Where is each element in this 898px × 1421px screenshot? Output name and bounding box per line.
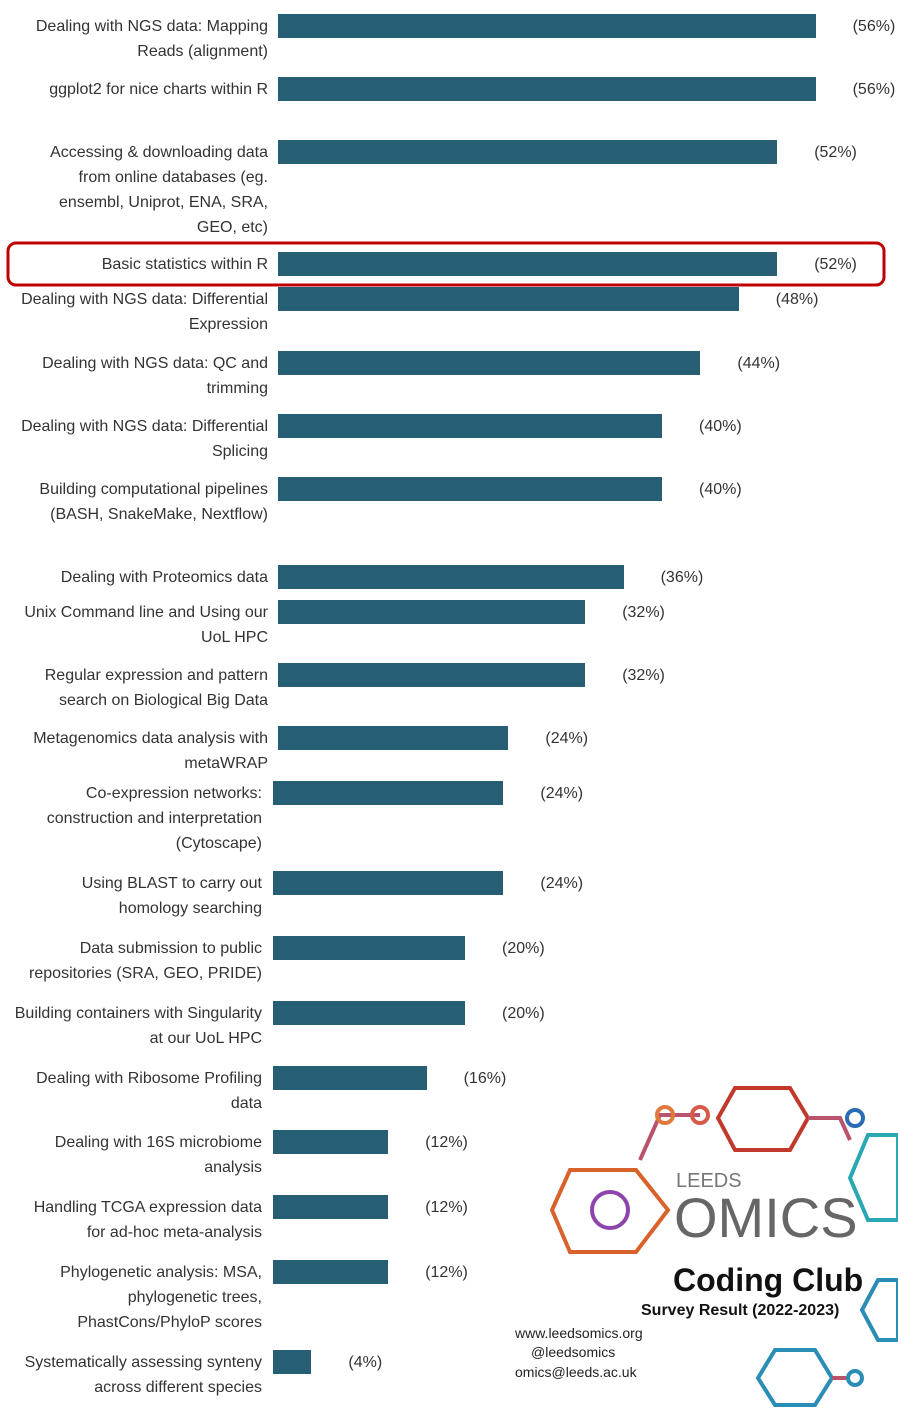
- value-label: (12%): [425, 1133, 468, 1151]
- bar: [273, 1350, 312, 1374]
- bar: [278, 140, 778, 164]
- bar: [273, 1066, 427, 1090]
- logo-omics: OMICS: [674, 1186, 858, 1249]
- category-label: Unix Command line and Using our UoL HPC: [24, 603, 268, 646]
- value-label: (36%): [660, 568, 704, 586]
- category-label: Co-expression networks: construction and…: [46, 784, 262, 852]
- category-label: ggplot2 for nice charts within R: [49, 80, 268, 98]
- category-label: Accessing & downloading data from online…: [50, 143, 268, 236]
- value-label: (32%): [622, 603, 665, 621]
- bar: [278, 726, 509, 750]
- bar: [273, 936, 465, 960]
- category-label: Dealing with NGS data: Differential Expr…: [21, 290, 268, 333]
- value-label: (48%): [775, 290, 819, 308]
- category-label: Using BLAST to carry out homology search…: [81, 874, 262, 917]
- bar: [278, 414, 662, 438]
- value-label: (32%): [622, 666, 665, 684]
- logo-leeds: LEEDS: [676, 1170, 742, 1192]
- value-label: (56%): [852, 80, 896, 98]
- highlight-box: [6, 241, 886, 287]
- value-label: (24%): [545, 729, 589, 747]
- category-label: Dealing with Proteomics data: [60, 568, 268, 586]
- value-label: (12%): [425, 1198, 468, 1216]
- value-label: (56%): [852, 17, 896, 35]
- category-label: Dealing with Ribosome Profiling data: [36, 1069, 262, 1112]
- twitter: @leedsomics: [531, 1344, 616, 1360]
- category-label: Data submission to public repositories (…: [29, 939, 262, 982]
- logo-subtitle: Survey Result (2022-2023): [641, 1302, 840, 1319]
- value-label: (44%): [737, 354, 781, 372]
- bar: [278, 663, 586, 687]
- category-label: Building containers with Singularity at …: [14, 1004, 262, 1047]
- category-label: Dealing with NGS data: Differential Spli…: [21, 417, 268, 460]
- bar: [278, 565, 624, 589]
- bar: [273, 1260, 389, 1284]
- category-label: Handling TCGA expression data for ad-hoc…: [33, 1198, 262, 1241]
- value-label: (52%): [814, 143, 857, 161]
- bar: [278, 287, 739, 311]
- bar: [273, 1001, 465, 1025]
- value-label: (24%): [540, 874, 584, 892]
- bar: [273, 781, 504, 805]
- logo-club: Coding Club: [673, 1262, 864, 1298]
- value-label: (40%): [699, 417, 742, 435]
- category-label: Systematically assessing synteny across …: [24, 1353, 262, 1396]
- bar: [278, 351, 701, 375]
- email: omics@leeds.ac.uk: [515, 1364, 637, 1380]
- value-label: (16%): [463, 1069, 507, 1087]
- value-label: (20%): [502, 939, 545, 957]
- category-label: Dealing with 16S microbiome analysis: [54, 1133, 262, 1176]
- website: www.leedsomics.org: [515, 1325, 643, 1341]
- category-label: Metagenomics data analysis with metaWRAP: [33, 729, 268, 772]
- category-label: Dealing with NGS data: Mapping Reads (al…: [35, 17, 268, 60]
- bar: [278, 600, 586, 624]
- category-label: Basic statistics within R: [101, 255, 268, 273]
- bar: [278, 14, 816, 38]
- category-label: Phylogenetic analysis: MSA, phylogenetic…: [60, 1263, 262, 1331]
- bar: [278, 252, 778, 276]
- bar: [278, 477, 662, 501]
- bar: [273, 1195, 389, 1219]
- bar: [278, 77, 816, 101]
- category-label: Building computational pipelines (BASH, …: [39, 480, 268, 523]
- category-label: Dealing with NGS data: QC and trimming: [42, 354, 268, 397]
- value-label: (52%): [814, 255, 857, 273]
- value-label: (20%): [502, 1004, 545, 1022]
- value-label: (12%): [425, 1263, 468, 1281]
- value-label: (24%): [540, 784, 584, 802]
- value-label: (40%): [699, 480, 742, 498]
- category-label: Regular expression and pattern search on…: [44, 666, 268, 709]
- bar: [273, 871, 504, 895]
- value-label: (4%): [348, 1353, 383, 1371]
- logo-graphic: [549, 1086, 898, 1407]
- bar: [273, 1130, 389, 1154]
